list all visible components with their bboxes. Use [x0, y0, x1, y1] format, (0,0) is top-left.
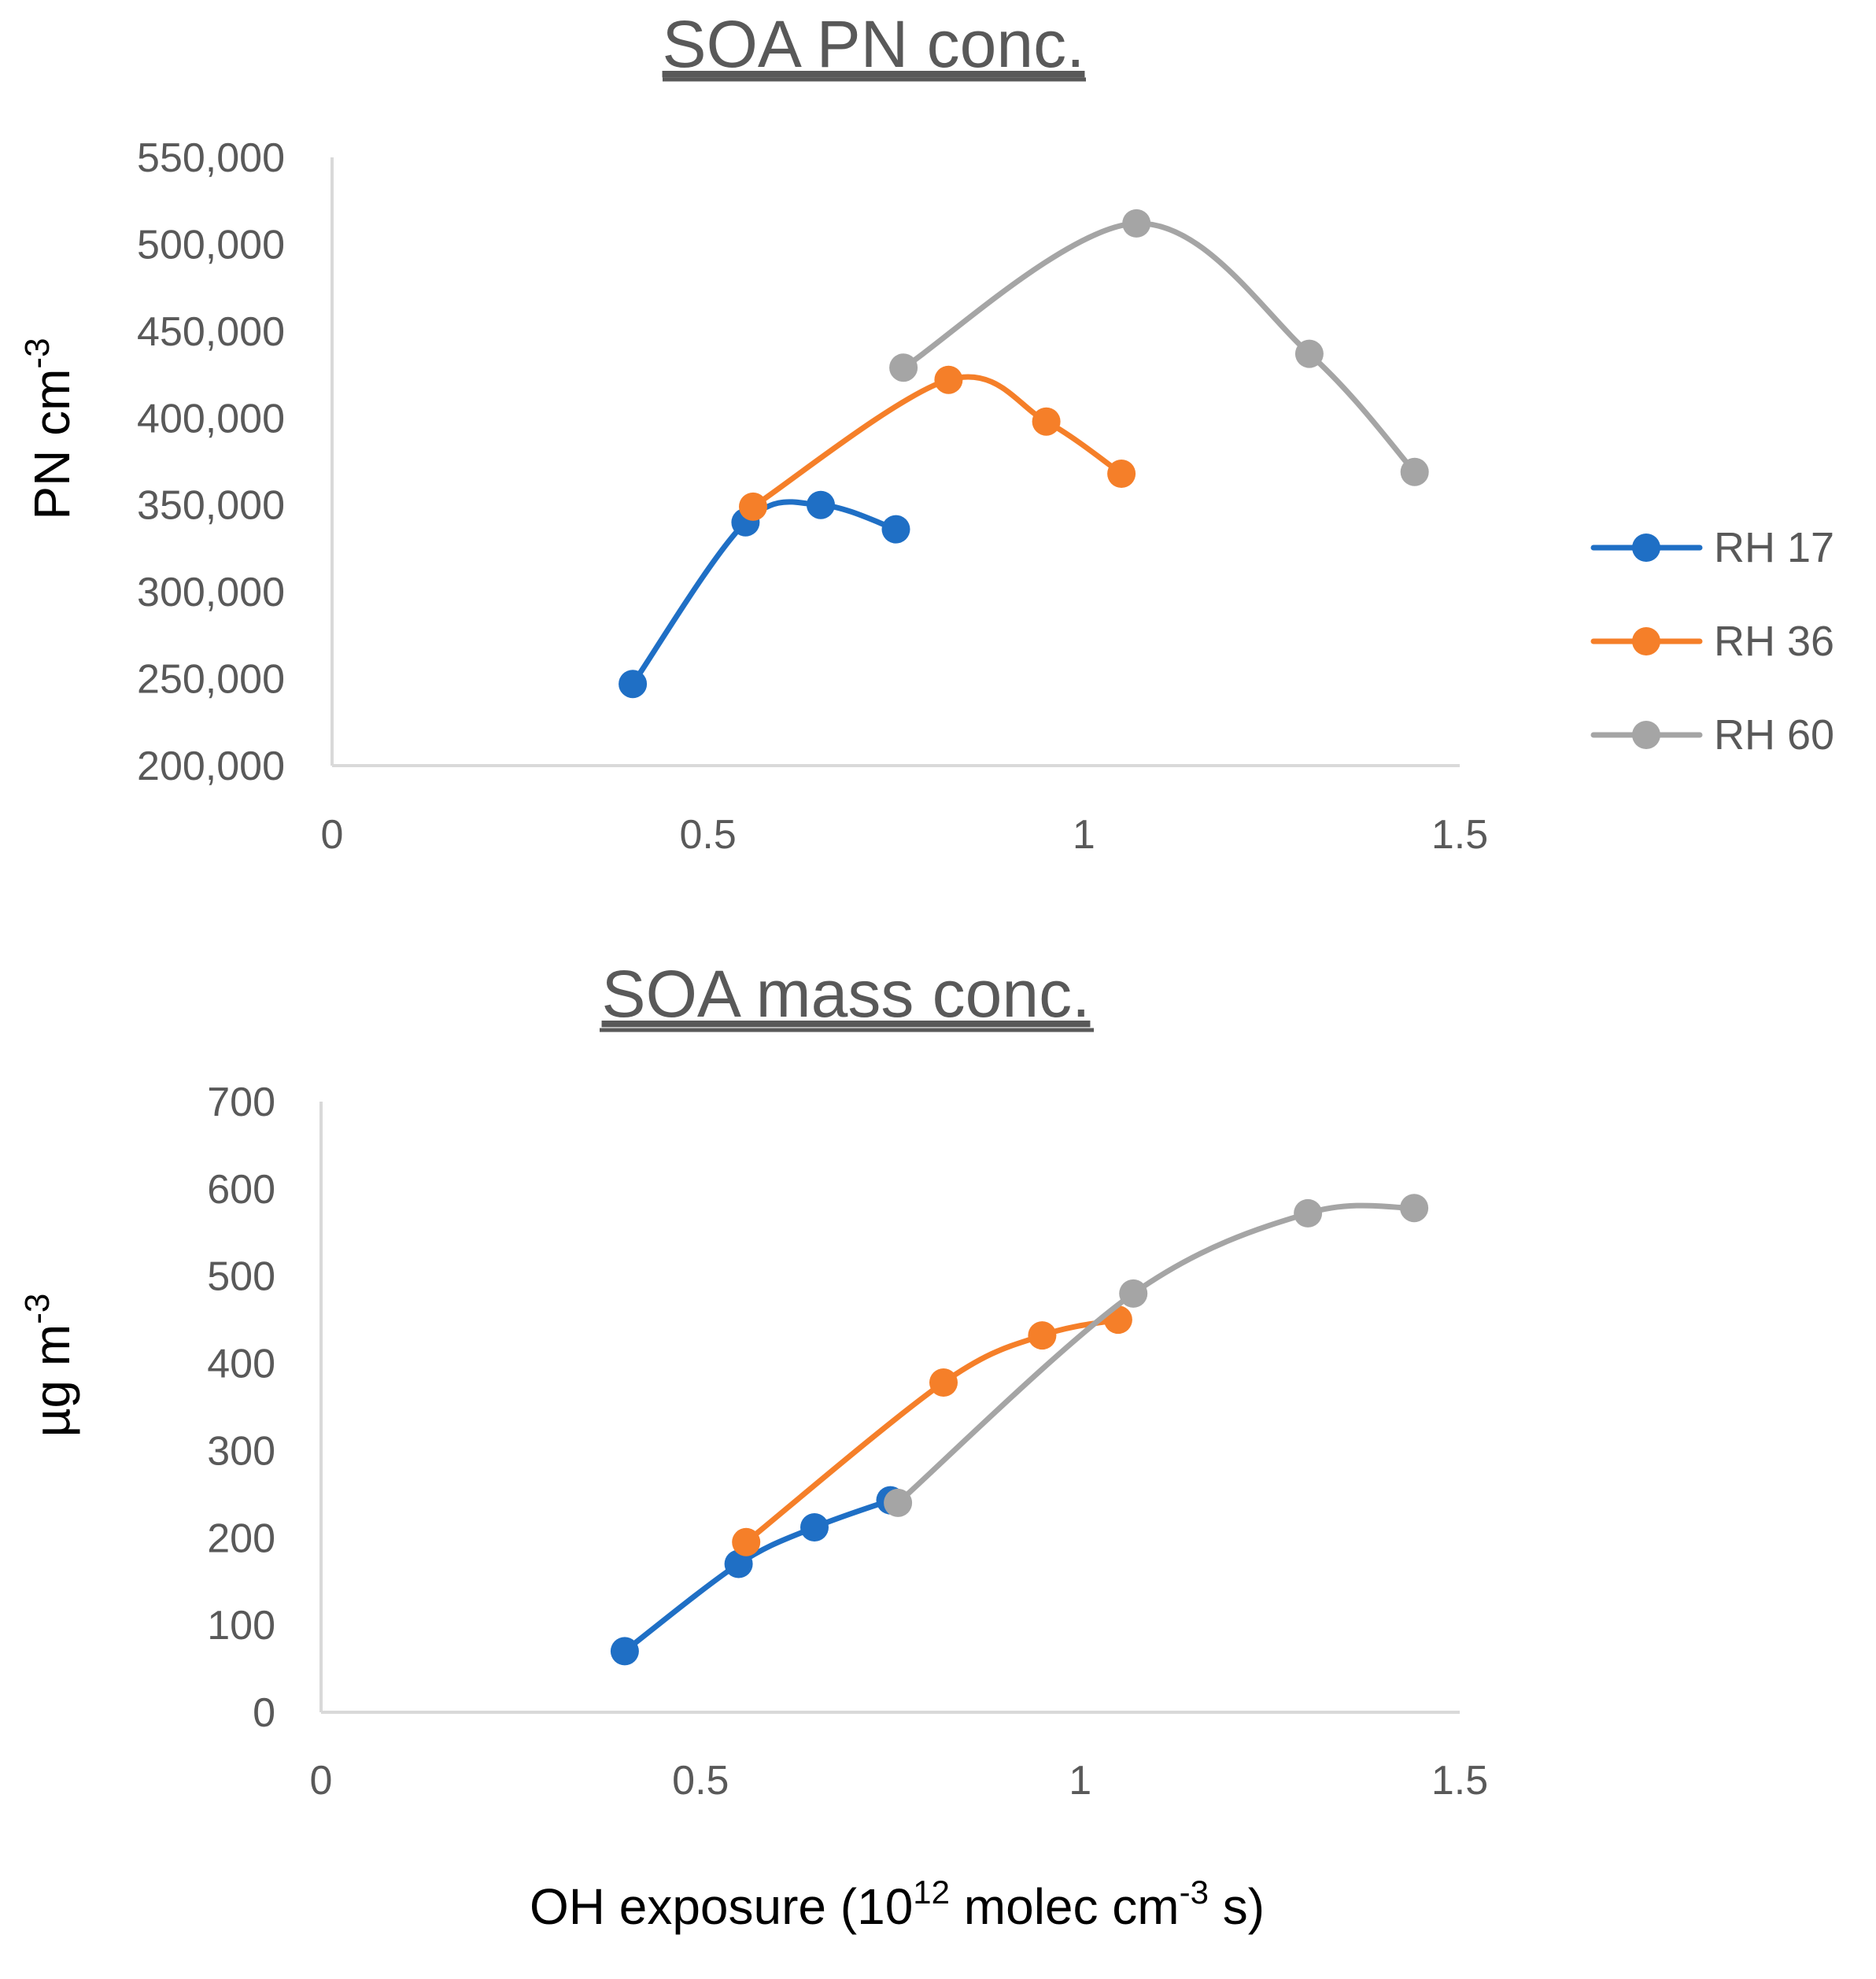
x-tick-label: 1 — [1073, 812, 1095, 858]
x-tick-label: 0 — [310, 1758, 333, 1804]
y-tick-label: 500,000 — [137, 222, 285, 268]
data-point — [1119, 1279, 1148, 1308]
y-tick-label: 550,000 — [137, 135, 285, 181]
y-tick-labels: 200,000 250,000 300,000 350,000 400,000 450,0… — [137, 135, 285, 789]
series-rh17 — [610, 1486, 905, 1666]
series-rh17 — [619, 490, 910, 699]
data-point — [934, 365, 963, 394]
y-tick-label: 700 — [207, 1080, 275, 1125]
y-tick-label: 300 — [207, 1428, 275, 1474]
x-axis-label-sup-exponent: 12 — [913, 1874, 950, 1911]
chart-pn-conc: SOA PN conc. 200,000 250,000 300,000 350,00… — [18, 7, 1488, 858]
x-axis-label-mid: molec cm — [950, 1878, 1180, 1935]
data-point — [889, 353, 918, 382]
series-line — [743, 1316, 1121, 1545]
data-point — [610, 1637, 639, 1666]
data-point — [800, 1513, 829, 1541]
y-tick-label: 300,000 — [137, 570, 285, 615]
y-tick-label: 200 — [207, 1516, 275, 1561]
legend: RH 17 RH 36 RH 60 — [1590, 524, 1834, 759]
legend-label: RH 60 — [1714, 711, 1834, 759]
y-tick-label: 400 — [207, 1342, 275, 1387]
y-axis-label-text: PN cm — [24, 369, 80, 520]
legend-entry-rh60: RH 60 — [1590, 711, 1834, 759]
data-point — [1122, 209, 1151, 238]
legend-marker — [1632, 627, 1660, 655]
series-line — [900, 220, 1418, 475]
data-point — [929, 1368, 958, 1397]
x-tick-label: 0.5 — [672, 1758, 729, 1804]
y-tick-label: 450,000 — [137, 309, 285, 355]
x-axis-label-sup-unit: -3 — [1180, 1874, 1209, 1911]
x-axis-label-start: OH exposure (10 — [530, 1878, 913, 1935]
x-axis-label-end: s) — [1209, 1878, 1265, 1935]
legend-marker — [1632, 534, 1660, 562]
data-point — [732, 1527, 761, 1556]
y-axis-label-sup: -3 — [18, 338, 57, 368]
x-tick-label: 1 — [1069, 1758, 1091, 1804]
legend-entry-rh17: RH 17 — [1590, 524, 1834, 571]
series-rh36 — [739, 365, 1136, 521]
legend-entry-rh36: RH 36 — [1590, 618, 1834, 665]
data-point — [1028, 1321, 1057, 1350]
x-tick-label: 1.5 — [1431, 812, 1488, 858]
y-axis-label: PN cm-3 — [18, 338, 80, 519]
data-point — [1032, 407, 1061, 436]
y-tick-labels: 0 100 200 300 400 500 600 700 — [207, 1080, 275, 1736]
x-tick-label: 0.5 — [680, 812, 737, 858]
y-tick-label: 100 — [207, 1603, 275, 1649]
x-axis-label: OH exposure (1012 molec cm-3 s) — [530, 1874, 1265, 1935]
y-tick-label: 400,000 — [137, 396, 285, 441]
series-line — [630, 499, 899, 687]
y-tick-label: 600 — [207, 1167, 275, 1213]
series-line — [622, 1497, 893, 1654]
x-tick-label: 0 — [321, 812, 344, 858]
series-group — [610, 1194, 1429, 1666]
y-tick-label: 0 — [253, 1690, 275, 1736]
x-tick-labels: 0 0.5 1 1.5 — [310, 1758, 1489, 1804]
legend-label: RH 36 — [1714, 618, 1834, 665]
data-point — [724, 1549, 753, 1578]
y-axis-label: µg m-3 — [18, 1294, 80, 1438]
data-point — [1294, 339, 1324, 368]
y-axis-label-text: µg m — [24, 1324, 80, 1438]
y-tick-label: 500 — [207, 1254, 275, 1300]
data-point — [884, 1488, 913, 1517]
series-rh60 — [884, 1194, 1429, 1517]
y-tick-label: 250,000 — [137, 657, 285, 703]
data-point — [739, 492, 767, 521]
series-rh60 — [889, 209, 1429, 486]
y-tick-label: 350,000 — [137, 483, 285, 529]
y-axis-label-sup: -3 — [18, 1294, 57, 1324]
series-line — [750, 374, 1124, 510]
data-point — [619, 670, 648, 699]
chart-title: SOA mass conc. — [602, 957, 1091, 1031]
chart-title: SOA PN conc. — [663, 7, 1085, 81]
series-line — [895, 1202, 1417, 1506]
x-tick-labels: 0 0.5 1 1.5 — [321, 812, 1489, 858]
series-group — [619, 209, 1429, 699]
legend-label: RH 17 — [1714, 524, 1834, 571]
y-tick-label: 200,000 — [137, 744, 285, 789]
data-point — [807, 490, 835, 519]
x-tick-label: 1.5 — [1431, 1758, 1488, 1804]
legend-marker — [1632, 721, 1660, 749]
data-point — [1400, 457, 1429, 486]
data-point — [1294, 1198, 1323, 1228]
data-point — [1107, 460, 1136, 488]
data-point — [881, 515, 910, 544]
data-point — [1400, 1194, 1429, 1223]
